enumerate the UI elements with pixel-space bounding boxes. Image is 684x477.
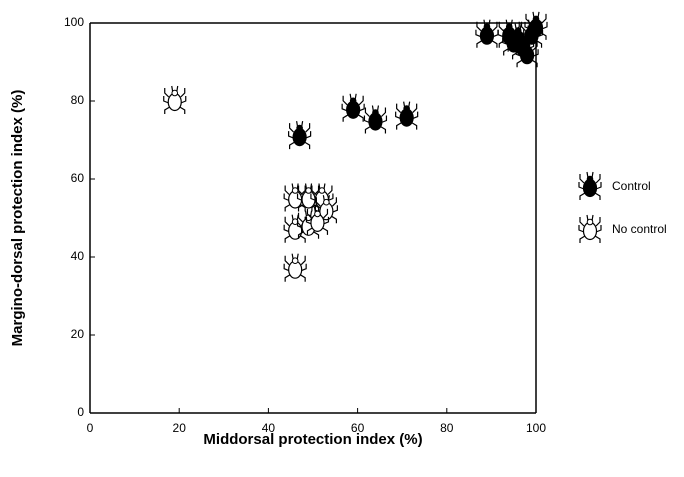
point [524, 11, 548, 40]
beetle-head [483, 23, 491, 31]
beetle-head [403, 105, 410, 112]
beetle-head [372, 109, 379, 116]
y-tick-label: 60 [71, 171, 85, 185]
x-tick-label: 0 [87, 421, 94, 435]
point [515, 39, 539, 68]
beetle-head [171, 89, 179, 97]
legend-marker [578, 214, 602, 243]
point [341, 93, 365, 122]
beetle-head [532, 15, 540, 23]
beetle-head [318, 187, 326, 194]
x-tick-label: 60 [351, 421, 365, 435]
beetle-legs [363, 105, 388, 134]
beetle-legs [524, 11, 548, 40]
beetle-head [291, 187, 299, 194]
y-tick-label: 0 [77, 405, 84, 419]
point [475, 19, 499, 48]
beetle-head [291, 257, 299, 265]
y-axis-label: Margino-dorsal protection index (%) [9, 90, 26, 347]
beetle-head [523, 42, 531, 50]
y-tick-label: 40 [71, 249, 85, 263]
x-axis-label: Middorsal protection index (%) [203, 431, 422, 448]
beetle-head [586, 218, 594, 226]
beetle-head [296, 124, 303, 132]
beetle-head [586, 175, 594, 183]
legend-label: No control [612, 222, 667, 236]
point [296, 183, 321, 212]
beetle-legs [288, 121, 312, 150]
point [163, 85, 187, 114]
beetle-head [305, 187, 312, 194]
beetle-head [323, 198, 330, 206]
beetle-head [349, 97, 357, 105]
beetle-legs [578, 214, 602, 243]
legend-marker [578, 171, 602, 200]
beetle-legs [283, 253, 307, 282]
x-tick-label: 40 [262, 421, 276, 435]
y-tick-label: 100 [64, 15, 84, 29]
point [363, 105, 388, 134]
point [305, 206, 330, 235]
beetle-legs [578, 171, 602, 200]
point [395, 101, 419, 130]
beetle-head [314, 210, 321, 218]
beetle-legs [163, 85, 187, 114]
point [283, 253, 307, 282]
y-tick-label: 20 [71, 327, 85, 341]
y-tick-label: 80 [71, 93, 85, 107]
legend-label: Control [612, 179, 651, 193]
beetle-legs [395, 101, 419, 130]
beetle-legs [305, 206, 330, 235]
x-tick-label: 100 [526, 421, 546, 435]
beetle-legs [341, 93, 365, 122]
x-tick-label: 80 [440, 421, 454, 435]
x-tick-label: 20 [173, 421, 187, 435]
point [288, 121, 312, 150]
